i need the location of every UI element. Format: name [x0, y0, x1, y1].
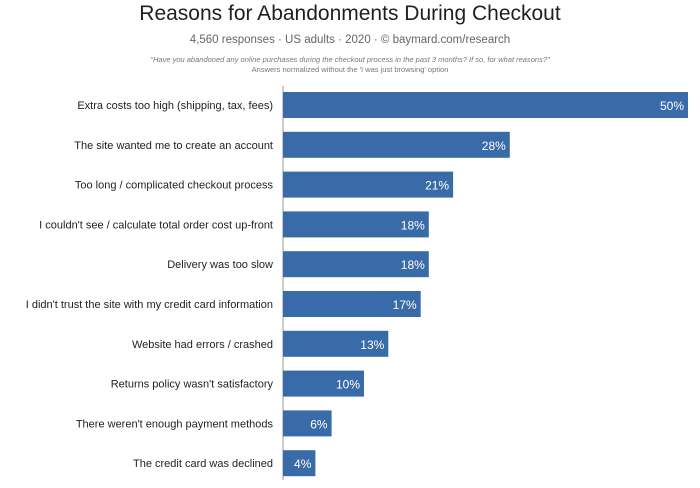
category-label-7: Website had errors / crashed [132, 339, 273, 351]
chart-title: Reasons for Abandonments During Checkout [139, 2, 561, 25]
value-label-2: 28% [482, 139, 506, 153]
category-label-8: Returns policy wasn't satisfactory [111, 379, 274, 391]
category-label-1: Extra costs too high (shipping, tax, fee… [77, 100, 273, 112]
bar-10 [283, 450, 316, 477]
bar-3 [283, 171, 454, 198]
value-label-9: 6% [310, 417, 328, 431]
bar-4 [283, 211, 429, 238]
value-label-10: 4% [294, 457, 312, 471]
category-label-3: Too long / complicated checkout process [75, 180, 274, 192]
value-label-7: 13% [360, 338, 384, 352]
category-label-4: I couldn't see / calculate total order c… [39, 219, 273, 231]
category-label-2: The site wanted me to create an account [74, 140, 273, 152]
chart-subtitle: 4,560 responses · US adults · 2020 · © b… [189, 34, 511, 46]
bar-1 [283, 92, 688, 118]
value-label-4: 18% [401, 218, 425, 232]
bar-9 [283, 410, 332, 437]
value-label-6: 17% [393, 298, 417, 312]
bar-5 [283, 251, 429, 278]
bars-group: Extra costs too high (shipping, tax, fee… [26, 92, 688, 477]
category-label-6: I didn't trust the site with my credit c… [26, 299, 273, 311]
bar-7 [283, 330, 389, 357]
bar-6 [283, 291, 421, 317]
value-label-5: 18% [401, 258, 425, 272]
category-label-9: There weren't enough payment methods [76, 418, 274, 430]
value-label-1: 50% [660, 99, 684, 113]
value-label-3: 21% [425, 179, 449, 193]
survey-question-note: "Have you abandoned any online purchases… [150, 55, 550, 64]
normalization-note: Answers normalized without the 'I was ju… [251, 65, 449, 74]
category-label-5: Delivery was too slow [167, 259, 273, 271]
category-label-10: The credit card was declined [133, 458, 273, 470]
bar-8 [283, 370, 364, 397]
value-label-8: 10% [336, 378, 360, 392]
bar-2 [283, 131, 510, 158]
